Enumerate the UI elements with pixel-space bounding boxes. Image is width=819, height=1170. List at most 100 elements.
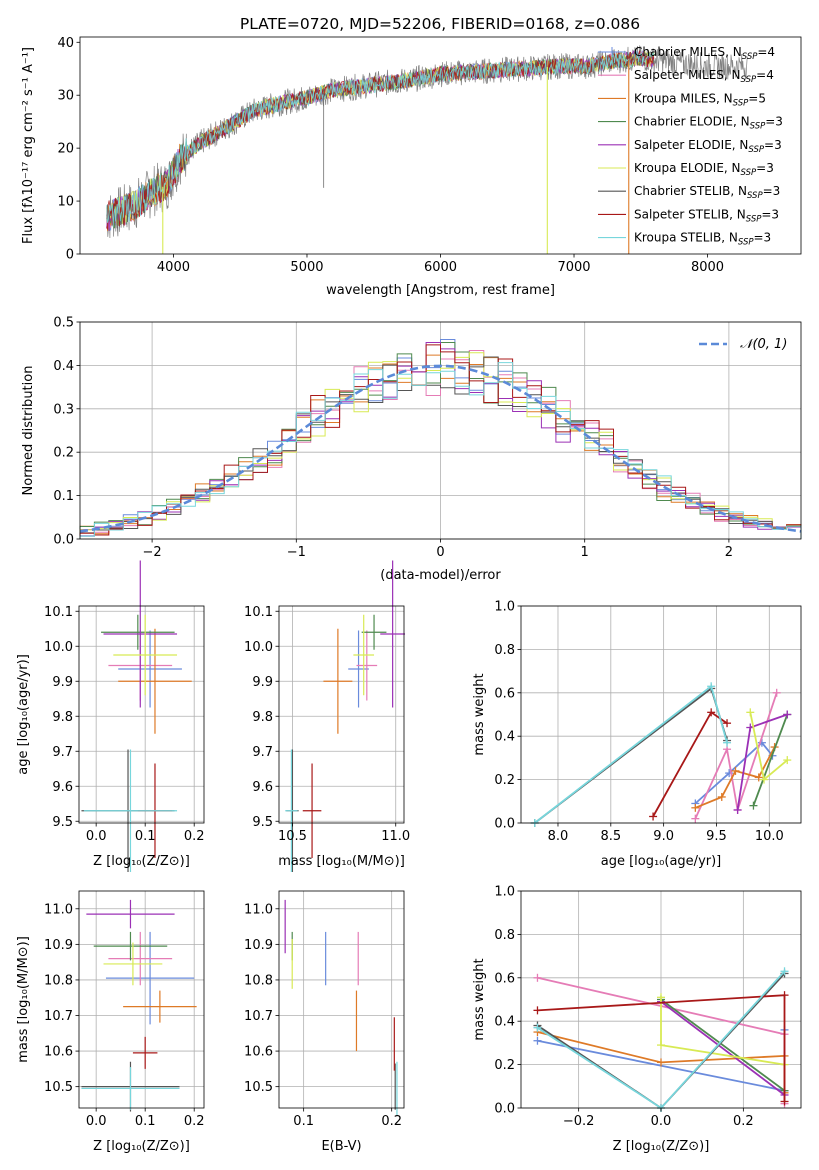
axes-mass-vs-Z: 0.0 0.1 0.2 10.5 10.6 10.7 10.8 10.9 11.0 Z [log₁… — [16, 890, 205, 1154]
legend-label: Salpeter MILES, NSSP=4 — [634, 68, 774, 85]
errorbar-point — [361, 614, 387, 650]
weight-line — [660, 1000, 786, 1096]
weight-line — [694, 692, 778, 820]
weight-series-chabrier-elodie — [657, 995, 789, 1095]
legend-label: Chabrier MILES, NSSP=4 — [634, 45, 775, 62]
x-tick-label: 7000 — [557, 260, 590, 275]
axes-frame — [278, 890, 405, 1109]
weight-line — [534, 684, 728, 824]
y-tick-label: 9.7 — [52, 745, 73, 760]
y-tick-label: 10.5 — [44, 1080, 73, 1095]
x-tick-label: 2 — [725, 545, 733, 560]
weight-line — [660, 998, 786, 1092]
errorbar-point — [353, 614, 375, 696]
y-axis-label: mass [log₁₀(M/M⊙)] — [16, 936, 31, 1063]
x-tick-label: 11.0 — [381, 829, 410, 844]
weight-series-salpeter-stelib — [533, 991, 789, 1106]
legend-label: Chabrier ELODIE, NSSP=3 — [634, 115, 783, 132]
x-axis-label: age [log₁₀(age/yr)] — [601, 854, 722, 869]
x-tick-label: −2 — [143, 545, 162, 560]
x-tick-label: 1 — [581, 545, 589, 560]
y-tick-label: 1.0 — [494, 885, 515, 900]
y-tick-label: 10.9 — [244, 938, 273, 953]
x-tick-label: −0.2 — [563, 1114, 595, 1129]
plot-area-age-vs-Z — [81, 560, 192, 872]
x-tick-label: 8.5 — [600, 829, 621, 844]
y-tick-label: 9.7 — [252, 745, 273, 760]
weight-line — [660, 997, 785, 1066]
x-tick-label: 10.0 — [755, 829, 784, 844]
x-tick-label: 0.1 — [135, 829, 156, 844]
errorbar-point — [93, 931, 168, 961]
y-tick-label: 9.6 — [52, 780, 73, 795]
axes-frame-spectrum: 4000 5000 6000 7000 8000 0 10 20 30 40 wavelength … — [21, 15, 802, 298]
errorbar-point — [83, 749, 178, 872]
legend-label: Kroupa MILES, NSSP=5 — [634, 91, 766, 108]
y-tick-label: 9.9 — [52, 675, 73, 690]
weight-series-salpeter-miles — [691, 688, 781, 823]
axes-frame-weight-vs-Z: −0.2 0.0 0.2 0.0 0.2 0.4 0.6 0.8 1.0 Z [log₁₀(Z/Z… — [472, 885, 802, 1154]
y-axis-label: mass weight — [472, 673, 487, 755]
y-tick-label: 10.1 — [244, 605, 273, 620]
x-tick-label: 0.2 — [184, 829, 205, 844]
axes-age-vs-Z: 0.0 0.1 0.2 9.5 9.6 9.7 9.8 9.9 10.0 10.1 Z [log₁₀… — [16, 560, 205, 872]
legend-label: Kroupa ELODIE, NSSP=3 — [634, 161, 774, 178]
spectrum-model-line — [106, 50, 655, 227]
y-tick-label: 9.5 — [52, 815, 73, 830]
x-tick-label: 0.2 — [733, 1114, 754, 1129]
y-tick-label: 0.2 — [494, 1058, 515, 1073]
y-tick-label: 0.0 — [494, 1102, 515, 1117]
axes-frame-residuals: −2 −1 0 1 2 0.0 0.1 0.2 0.3 0.4 0.5 (data-model)/er… — [21, 316, 802, 583]
errorbar-point — [81, 1067, 180, 1110]
weight-line — [752, 714, 789, 806]
errorbar-point — [118, 630, 182, 708]
axes-frame — [278, 605, 405, 824]
y-tick-label: 10.7 — [44, 1009, 73, 1024]
axes-frame-mass-vs-ebv: 0.1 0.2 10.5 10.6 10.7 10.8 10.9 11.0 E(B-V) — [244, 890, 405, 1154]
x-tick-label: 9.0 — [653, 829, 674, 844]
y-tick-label: 0.6 — [494, 686, 515, 701]
x-axis-label: mass [log₁₀(M/M⊙)] — [278, 854, 405, 869]
y-tick-label: 40 — [57, 36, 74, 51]
legend-label: 𝒩(0, 1) — [740, 337, 787, 352]
y-tick-label: 9.5 — [252, 815, 273, 830]
y-tick-label: 10.9 — [44, 938, 73, 953]
y-tick-label: 9.6 — [252, 780, 273, 795]
y-tick-label: 30 — [57, 89, 74, 104]
y-tick-label: 10.0 — [44, 640, 73, 655]
y-tick-label: 0.5 — [53, 316, 74, 331]
y-tick-label: 0.0 — [53, 533, 74, 548]
plot-area-mass-vs-Z — [81, 899, 197, 1112]
legend-label: Salpeter ELODIE, NSSP=3 — [634, 138, 782, 155]
y-tick-label: 11.0 — [44, 902, 73, 917]
axes-frame-mass-vs-Z: 0.0 0.1 0.2 10.5 10.6 10.7 10.8 10.9 11.0 Z [log₁… — [16, 890, 205, 1154]
errorbar-point — [348, 630, 369, 708]
weight-line — [652, 710, 728, 817]
y-axis-label: mass weight — [472, 958, 487, 1040]
x-tick-label: 0.1 — [293, 1114, 314, 1129]
x-tick-label: 0.0 — [86, 1114, 107, 1129]
y-tick-label: 11.0 — [244, 902, 273, 917]
x-axis-label: E(B-V) — [321, 1139, 361, 1154]
y-tick-label: 20 — [57, 142, 74, 157]
errorbar-point — [103, 560, 178, 708]
y-tick-label: 10.5 — [244, 1080, 273, 1095]
legend-label: Chabrier STELIB, NSSP=3 — [634, 184, 780, 201]
x-tick-label: 0.2 — [381, 1114, 402, 1129]
weight-series-kroupa-elodie — [746, 708, 792, 784]
legend-label: Salpeter STELIB, NSSP=3 — [634, 207, 779, 224]
x-tick-label: 4000 — [157, 260, 190, 275]
errorbar-point — [323, 628, 353, 734]
axes-frame-weight-vs-age: 8.0 8.5 9.0 9.5 10.0 0.0 0.2 0.4 0.6 0.8 1.0 age [l… — [472, 600, 802, 869]
histogram-legend: 𝒩(0, 1) — [699, 337, 787, 352]
errorbar-point — [285, 749, 298, 872]
x-tick-label: −1 — [287, 545, 306, 560]
y-tick-label: 10.8 — [244, 973, 273, 988]
x-tick-label: 8.0 — [548, 829, 569, 844]
y-tick-label: 0.8 — [494, 928, 515, 943]
y-tick-label: 0.4 — [494, 1015, 515, 1030]
axes-frame — [78, 890, 205, 1109]
plot-area-residuals — [79, 339, 802, 539]
weight-series-kroupa-miles — [691, 743, 779, 812]
errorbar-point — [356, 630, 378, 701]
